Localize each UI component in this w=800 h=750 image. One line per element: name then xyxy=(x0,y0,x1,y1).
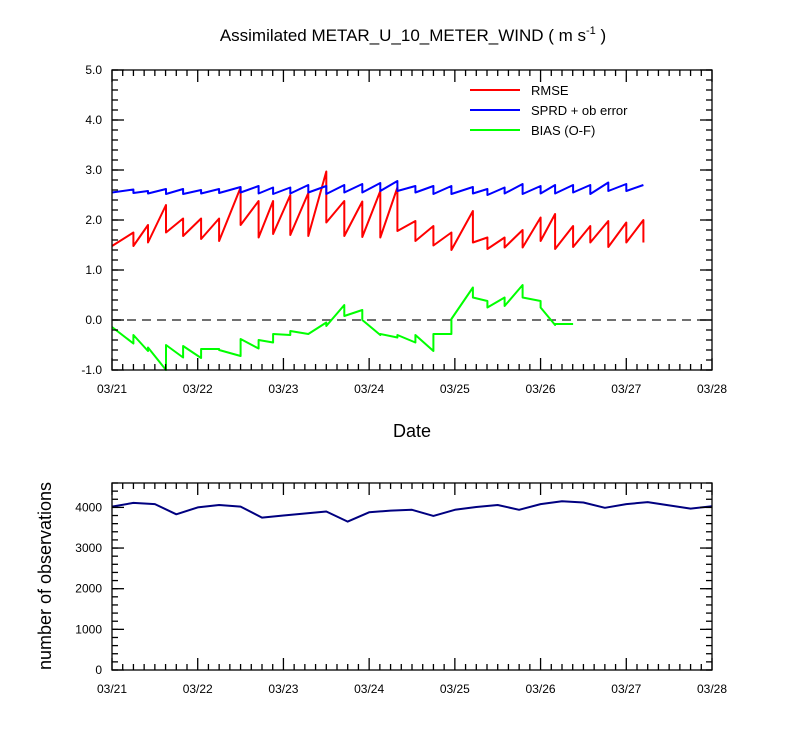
x-tick-label: 03/28 xyxy=(697,382,727,396)
chart-title-superscript: -1 xyxy=(586,25,596,37)
x-tick-label: 03/27 xyxy=(611,682,641,696)
x-tick-label: 03/23 xyxy=(268,382,298,396)
x-tick-label: 03/22 xyxy=(183,682,213,696)
x-tick-label: 03/22 xyxy=(183,382,213,396)
x-tick-label: 03/27 xyxy=(611,382,641,396)
y-tick-label: 3.0 xyxy=(85,163,102,177)
y-tick-label: 2000 xyxy=(75,582,102,596)
top-x-axis-title: Date xyxy=(393,421,431,441)
series-line-bias-o-f xyxy=(111,284,574,371)
bottom-panel: 03/21 03/22 03/23 03/24 03/25 03/26 03/27 03/28… xyxy=(35,482,727,696)
top-panel: 03/21 03/22 03/23 03/24 03/25 03/26 03/27 03/28… xyxy=(81,63,727,441)
x-tick-label: 03/26 xyxy=(526,382,556,396)
legend-label-rmse: RMSE xyxy=(531,83,569,98)
y-tick-label: 0.0 xyxy=(85,313,102,327)
series-line-rmse xyxy=(111,170,645,251)
x-tick-label: 03/24 xyxy=(354,382,384,396)
bottom-y-axis-title: number of observations xyxy=(35,482,55,670)
x-tick-label: 03/25 xyxy=(440,682,470,696)
chart-title: Assimilated METAR_U_10_METER_WIND ( m s-… xyxy=(220,25,606,45)
x-tick-label: 03/28 xyxy=(697,682,727,696)
chart-title-main: Assimilated METAR_U_10_METER_WIND ( m s xyxy=(220,26,586,45)
legend-label-bias-o-f: BIAS (O-F) xyxy=(531,123,595,138)
chart-title-end: ) xyxy=(596,26,606,45)
x-tick-label: 03/24 xyxy=(354,682,384,696)
bottom-plot-frame xyxy=(111,482,713,671)
legend-label-sprd-ob-error: SPRD + ob error xyxy=(531,103,628,118)
series-line-sprd-ob-error xyxy=(111,180,644,196)
y-tick-label: -1.0 xyxy=(81,363,102,377)
x-tick-label: 03/25 xyxy=(440,382,470,396)
y-tick-label: 4.0 xyxy=(85,113,102,127)
x-tick-label: 03/21 xyxy=(97,382,127,396)
y-tick-label: 3000 xyxy=(75,541,102,555)
x-tick-label: 03/21 xyxy=(97,682,127,696)
y-tick-label: 4000 xyxy=(75,500,102,514)
y-tick-label: 0 xyxy=(95,663,102,677)
x-tick-label: 03/23 xyxy=(268,682,298,696)
x-tick-label: 03/26 xyxy=(526,682,556,696)
series-line-observations xyxy=(111,500,713,523)
y-tick-label: 1.0 xyxy=(85,263,102,277)
y-tick-label: 2.0 xyxy=(85,213,102,227)
y-tick-label: 1000 xyxy=(75,622,102,636)
legend: RMSE SPRD + ob error BIAS (O-F) xyxy=(470,83,628,138)
y-tick-label: 5.0 xyxy=(85,63,102,77)
